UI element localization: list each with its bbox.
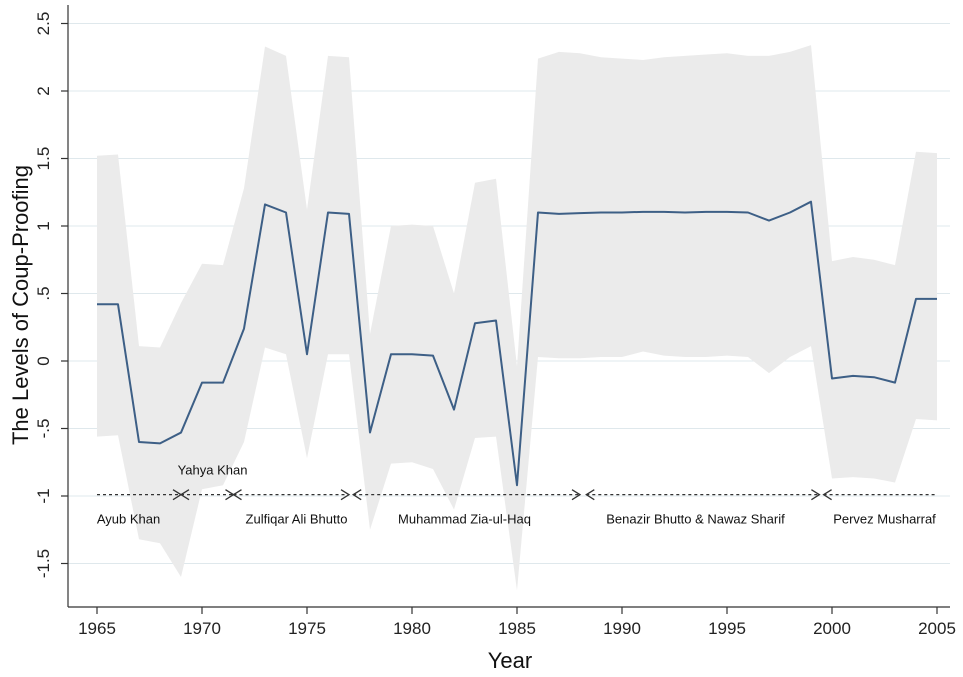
- era-arrowhead-left-2: [232, 489, 242, 501]
- y-tick-label-1: -1: [34, 488, 53, 503]
- era-label-3: Muhammad Zia-ul-Haq: [398, 512, 531, 527]
- coup-proofing-series: [97, 200, 937, 487]
- era-label-1: Yahya Khan: [178, 463, 248, 478]
- era-arrowhead-left-3: [351, 489, 362, 501]
- x-tick-label-1: 1970: [183, 619, 221, 638]
- series-line: [97, 200, 937, 487]
- y-tick-label-4: .5: [34, 286, 53, 300]
- y-tick-label-7: 2: [34, 86, 53, 95]
- era-arrowhead-left-1: [179, 489, 190, 501]
- y-tick-label-0: -1.5: [34, 549, 53, 578]
- era-5: Pervez Musharraf: [822, 489, 937, 527]
- era-1: Yahya Khan: [178, 463, 248, 501]
- x-tick-label-0: 1965: [78, 619, 116, 638]
- era-arrowhead-left-4: [585, 489, 595, 501]
- era-label-2: Zulfiqar Ali Bhutto: [246, 512, 348, 527]
- x-tick-label-3: 1980: [393, 619, 431, 638]
- era-arrowhead-left-5: [822, 489, 832, 501]
- era-label-0: Ayub Khan: [97, 512, 160, 527]
- confidence-band: [97, 45, 937, 591]
- axes: -1.5 -1 -.5 0 .5 1 1.5 2 2.5 1965 1970 1975 1980 1985…: [34, 5, 956, 638]
- y-tick-label-5: 1: [34, 221, 53, 230]
- leader-eras: Ayub Khan Yahya Khan Zulfiqar Ali Bhutto Mu…: [97, 463, 937, 527]
- era-2: Zulfiqar Ali Bhutto: [232, 489, 351, 527]
- y-tick-label-8: 2.5: [34, 12, 53, 36]
- era-label-5: Pervez Musharraf: [833, 512, 936, 527]
- era-4: Benazir Bhutto & Nawaz Sharif: [585, 489, 821, 527]
- y-tick-label-6: 1.5: [34, 147, 53, 171]
- era-arrowhead-right-3: [571, 489, 582, 501]
- y-tick-label-2: -.5: [34, 419, 53, 439]
- era-label-4: Benazir Bhutto & Nawaz Sharif: [606, 512, 785, 527]
- era-arrowhead-right-4: [811, 489, 821, 501]
- x-tick-label-4: 1985: [498, 619, 536, 638]
- x-axis-title: Year: [488, 648, 532, 673]
- x-tick-label-6: 1995: [708, 619, 746, 638]
- era-arrowhead-right-2: [340, 489, 351, 501]
- y-tick-label-3: 0: [34, 356, 53, 365]
- x-tick-label-5: 1990: [603, 619, 641, 638]
- confidence-band-area: [97, 45, 937, 591]
- x-tick-label-7: 2000: [813, 619, 851, 638]
- y-axis-title: The Levels of Coup-Proofing: [8, 165, 33, 445]
- era-3: Muhammad Zia-ul-Haq: [351, 489, 582, 527]
- x-tick-label-8: 2005: [918, 619, 956, 638]
- x-tick-label-2: 1975: [288, 619, 326, 638]
